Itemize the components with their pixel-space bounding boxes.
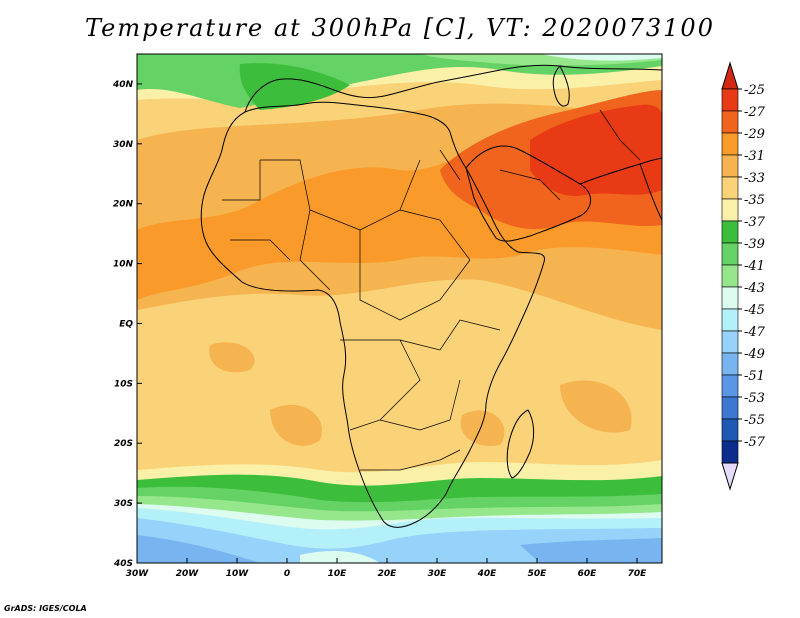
colorbar-label: -39 [744, 237, 765, 252]
band-minus-37-north [239, 63, 350, 110]
y-tick-label: 30S [114, 499, 133, 509]
y-tick-label: 40N [112, 80, 134, 90]
y-tick-label: 20N [113, 200, 134, 210]
colorbar-swatch [721, 286, 739, 310]
plot-frame [136, 53, 663, 564]
band-minus-31-patch-d [460, 410, 505, 446]
coastline-outlines [200, 64, 662, 528]
colorbar-swatch [721, 110, 739, 134]
x-tick-label: 10W [226, 569, 250, 579]
colorbar-swatch [721, 198, 739, 222]
colorbar-bottom-arrow [721, 462, 739, 491]
madagascar-coastline [506, 409, 535, 479]
colorbar-swatch [721, 374, 739, 398]
colorbar-label: -47 [744, 325, 766, 340]
x-tick-label: 30W [126, 569, 150, 579]
country-borders [222, 109, 641, 471]
x-tick-label: 70E [628, 569, 648, 579]
x-tick-label: 40E [477, 569, 498, 579]
colorbar-label: -57 [744, 435, 766, 450]
x-tick-label: 60E [578, 569, 598, 579]
map-title: Temperature at 300hPa [C], VT: 202007310… [85, 14, 715, 42]
colorbar-swatch [721, 418, 739, 442]
colorbar-swatch [721, 330, 739, 354]
x-tick-label: 30E [428, 569, 448, 579]
band-minus-31-patch-b [560, 380, 632, 433]
temperature-field [137, 54, 662, 563]
x-tick-label: 0 [284, 569, 290, 579]
band-minus-43-north [540, 54, 662, 61]
colorbar-swatch [721, 154, 739, 178]
colorbar-label: -37 [744, 215, 766, 230]
colorbar-swatch [721, 220, 739, 244]
colorbar-label: -27 [744, 105, 766, 120]
colorbar-label: -45 [744, 303, 765, 318]
band-minus-31-patch-a [270, 404, 322, 446]
colorbar-swatch [721, 396, 739, 420]
arabia-coastline [465, 145, 591, 242]
x-tick-label: 20W [176, 569, 200, 579]
y-tick-label: 20S [114, 439, 133, 449]
caspian-coastline [552, 65, 570, 107]
colorbar: -25 -27 -29 -31 -33 -35 -37 -39 -41 -43 -45 -47 -49 -… [721, 61, 766, 491]
colorbar-swatch [721, 242, 739, 266]
colorbar-swatch [721, 308, 739, 332]
y-tick-label: 40S [113, 559, 133, 569]
axis-ticks: 30W 20W 10W 0 10E 20E 30E 40E 50E 60E 70E 40N 30N 20N… [112, 80, 647, 579]
colorbar-swatch [721, 132, 739, 156]
colorbar-swatch [721, 440, 739, 464]
band-minus-25 [530, 104, 662, 196]
colorbar-top-arrow [721, 61, 739, 90]
colorbar-label: -43 [744, 281, 765, 296]
colorbar-swatch [721, 264, 739, 288]
x-tick-label: 50E [528, 569, 548, 579]
band-minus-43-south-c [300, 551, 380, 563]
band-minus-49-south [137, 535, 260, 563]
band-minus-31-patch-c [209, 342, 255, 373]
colorbar-label: -41 [744, 259, 765, 274]
colorbar-label: -55 [744, 413, 765, 428]
y-tick-label: 10S [114, 379, 133, 389]
y-tick-label: 30N [113, 140, 134, 150]
colorbar-swatch [721, 176, 739, 200]
colorbar-label: -33 [744, 171, 765, 186]
africa-coastline [200, 101, 546, 528]
x-tick-label: 20E [378, 569, 398, 579]
colorbar-label: -25 [744, 83, 765, 98]
colorbar-label: -35 [744, 193, 765, 208]
colorbar-label: -53 [744, 391, 765, 406]
colorbar-label: -51 [744, 369, 765, 384]
india-coastline [639, 163, 662, 221]
y-tick-label: EQ [119, 319, 133, 329]
grads-credit: GrADS: IGES/COLA [4, 604, 87, 613]
y-tick-label: 10N [113, 260, 134, 270]
colorbar-swatch [721, 88, 739, 112]
colorbar-label: -29 [744, 127, 765, 142]
x-tick-label: 10E [328, 569, 348, 579]
colorbar-swatch [721, 352, 739, 376]
colorbar-label: -49 [744, 347, 765, 362]
colorbar-label: -31 [744, 149, 765, 164]
band-minus-49-south-b [520, 538, 662, 563]
